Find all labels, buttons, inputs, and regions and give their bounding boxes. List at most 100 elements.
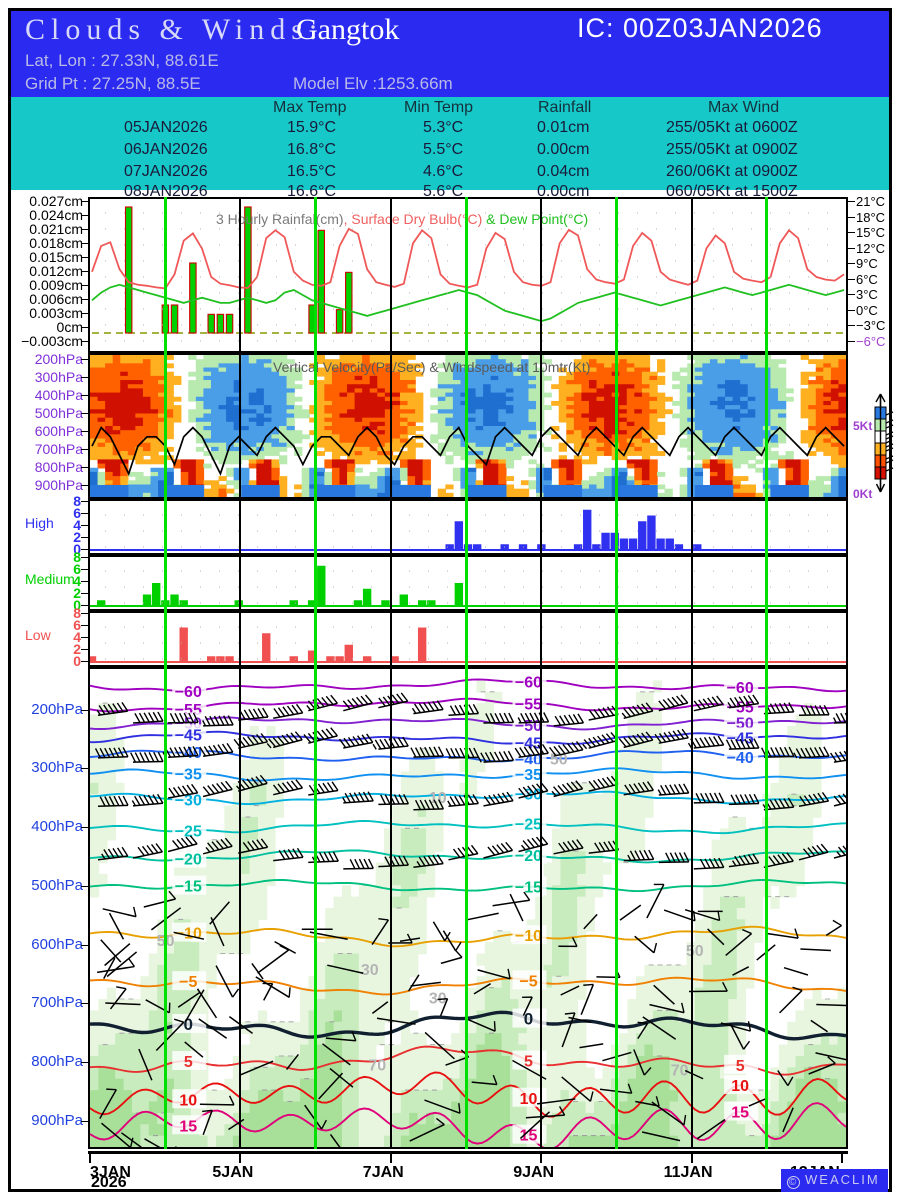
initial-condition-label: IC: 00Z03JAN2026	[577, 13, 823, 43]
x-axis-label: 7JAN	[362, 1164, 404, 1181]
axis-tick	[81, 299, 88, 300]
axis-tick-label: 900hPa	[34, 477, 83, 493]
table-row: 16.6°C	[287, 183, 337, 200]
axis-tick	[81, 649, 88, 650]
wind-legend-graphic	[874, 393, 894, 493]
axis-tick	[81, 201, 88, 202]
axis-tick-label: 0.015cm	[29, 249, 83, 265]
axis-tick-label: 3°C	[856, 287, 878, 303]
dot-grid	[90, 557, 846, 609]
svg-text:−45: −45	[175, 727, 202, 744]
table-row: 255/05Kt at 0900Z	[666, 141, 798, 158]
axis-tick	[81, 313, 88, 314]
axis-tick	[81, 581, 88, 582]
x-axis-tick	[540, 1154, 543, 1163]
column-header-max-temp: Max Temp	[273, 99, 347, 116]
axis-tick	[81, 709, 88, 711]
axis-tick	[81, 467, 88, 468]
axis-tick-label: 300hPa	[34, 369, 83, 385]
table-row: 255/05Kt at 0600Z	[666, 119, 798, 136]
axis-tick-label: 500hPa	[34, 405, 83, 421]
axis-tick	[848, 341, 855, 342]
column-header-rainfall: Rainfall	[538, 99, 592, 116]
axis-tick	[81, 605, 88, 606]
copyright-icon: ©	[787, 1176, 800, 1189]
axis-tick	[81, 513, 88, 514]
axis-tick-label: −6°C	[856, 334, 886, 349]
axis-tick-label: 0	[73, 541, 81, 557]
axis-tick	[81, 593, 88, 594]
axis-tick	[81, 1120, 88, 1122]
table-row: 05JAN2026	[124, 119, 208, 136]
axis-tick-label: 15°C	[856, 225, 886, 241]
table-row: 06JAN2026	[124, 141, 208, 158]
panel-rain-title-part-1: , Surface Dry Bulb(°C)	[343, 211, 483, 227]
axis-tick	[81, 625, 88, 626]
page-title: Clouds & Winds:	[25, 13, 324, 46]
axis-tick-label: 8	[73, 605, 81, 621]
day-separator-black	[690, 197, 693, 1149]
day-separator-green	[614, 197, 618, 1149]
axis-tick-label: 6	[73, 505, 81, 521]
axis-tick	[81, 613, 88, 614]
panel-low-cloud	[88, 611, 848, 667]
axis-tick	[81, 1003, 88, 1005]
watermark-text: WEACLIM	[805, 1172, 880, 1187]
x-axis-tick	[89, 1154, 91, 1163]
axis-tick-label: 800hPa	[34, 459, 83, 475]
axis-tick	[81, 637, 88, 638]
table-row: 0.04cm	[537, 163, 590, 180]
svg-text:−55: −55	[515, 697, 542, 714]
axis-tick-label: 400hPa	[31, 818, 83, 836]
model-elevation-label: Model Elv :1253.66m	[293, 74, 453, 93]
table-row: 0.00cm	[537, 183, 590, 200]
column-header-max-wind: Max Wind	[708, 99, 780, 116]
axis-tick-label: 0.021cm	[29, 221, 83, 237]
axis-tick-label: −0.003cm	[21, 333, 83, 349]
cloud-group-label-medium: Medium	[25, 571, 75, 587]
axis-tick	[81, 549, 88, 550]
wind-barb-legend	[867, 389, 900, 507]
axis-tick	[81, 537, 88, 538]
x-axis-year: 2026	[91, 1174, 127, 1191]
panel-rain-title: 3 Hourly Rainfal(cm), Surface Dry Bulb(°…	[216, 211, 588, 227]
crosssection-plot: −60−60 −60−55 −55 −55−50 −50 −50−45 −45 −45−40−…	[90, 671, 846, 1147]
axis-tick-label: 900hPa	[31, 1111, 83, 1129]
axis-tick-label: 600hPa	[31, 935, 83, 953]
axis-tick	[81, 257, 88, 258]
axis-tick-label: 0.009cm	[29, 277, 83, 293]
grid-point-label: Grid Pt : 27.25N, 88.5E	[25, 74, 201, 93]
x-axis-label: 5JAN	[212, 1164, 254, 1181]
table-row: 0.01cm	[537, 119, 590, 136]
cloud-group-label-high: High	[25, 515, 54, 531]
column-header-min-temp: Min Temp	[404, 99, 474, 116]
axis-tick-label: 6	[73, 561, 81, 577]
axis-tick	[81, 229, 88, 230]
table-row: 060/05Kt at 1500Z	[666, 183, 798, 200]
axis-tick-label: 8	[73, 493, 81, 509]
day-separator-green	[765, 197, 769, 1149]
axis-tick	[848, 201, 855, 202]
x-axis-tick	[841, 1154, 843, 1163]
axis-tick	[848, 247, 855, 249]
wind-legend-bottom-label: 0Kt	[853, 487, 873, 501]
header-banner: Clouds & Winds: Gangtok IC: 00Z03JAN2026…	[11, 11, 889, 97]
axis-tick-label: 4	[73, 517, 81, 533]
panel-rainfall-temperature	[88, 197, 848, 353]
axis-tick	[81, 449, 88, 450]
table-row: 15.9°C	[287, 119, 337, 136]
lat-lon-label: Lat, Lon : 27.33N, 88.61E	[25, 51, 219, 70]
dot-grid	[90, 501, 846, 553]
axis-tick	[81, 285, 88, 286]
svg-text:−60: −60	[515, 674, 542, 691]
table-row: 5.6°C	[423, 183, 464, 200]
axis-tick-label: 2	[73, 529, 81, 545]
panel-temperature-humidity-crosssection: −60 −60 −60 −55 −55 −55 −50 −50 −50 −45 −45 −45 −40−…	[88, 667, 848, 1149]
x-axis-label: 9JAN	[513, 1164, 555, 1181]
axis-tick-label: 6	[73, 617, 81, 633]
axis-tick	[81, 243, 88, 244]
x-axis-line	[88, 1151, 848, 1154]
axis-tick	[81, 557, 88, 558]
axis-tick-label: 18°C	[856, 209, 886, 225]
